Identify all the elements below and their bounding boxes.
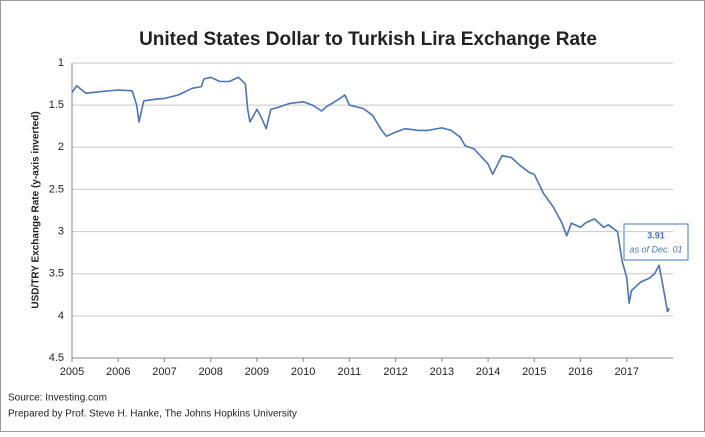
x-tick-label: 2012: [383, 366, 407, 378]
y-tick-label: 3.5: [49, 268, 64, 280]
y-tick-label: 3: [58, 225, 64, 237]
source: Source: Investing.com: [8, 393, 107, 404]
x-tick-label: 2013: [430, 366, 454, 378]
x-tick-label: 2006: [106, 366, 130, 378]
x-tick-label: 2017: [615, 366, 639, 378]
y-tick-label: 2.5: [49, 183, 64, 195]
x-tick-label: 2011: [338, 366, 362, 378]
credit: Prepared by Prof. Steve H. Hanke, The Jo…: [8, 409, 297, 420]
x-tick-label: 2008: [198, 366, 222, 378]
x-tick-label: 2009: [245, 366, 269, 378]
x-tick-label: 2015: [522, 366, 546, 378]
x-tick-label: 2007: [152, 366, 176, 378]
x-tick-label: 2005: [60, 366, 84, 378]
chart-title: United States Dollar to Turkish Lira Exc…: [139, 29, 597, 50]
y-tick-label: 1: [58, 57, 64, 69]
line: [71, 76, 671, 313]
y-tick-label: 4.5: [49, 352, 64, 364]
annotation-box: [623, 223, 689, 261]
annotation-value: 3.91: [647, 230, 665, 240]
x-tick-label: 2014: [476, 366, 500, 378]
y-tick-label: 2: [58, 141, 64, 153]
x-tick-label: 2016: [568, 366, 592, 378]
y-axis-label: USD/TRY Exchange Rate (y-axis inverted): [31, 111, 42, 308]
annotation-note: as of Dec. 01: [629, 244, 682, 254]
x-tick-label: 2010: [291, 366, 315, 378]
y-tick-label: 4: [58, 310, 64, 322]
y-tick-label: 1.5: [49, 99, 64, 111]
